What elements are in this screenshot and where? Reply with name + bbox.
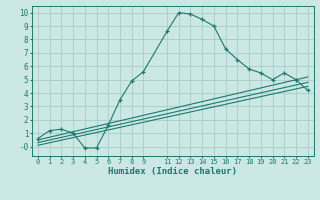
X-axis label: Humidex (Indice chaleur): Humidex (Indice chaleur): [108, 167, 237, 176]
